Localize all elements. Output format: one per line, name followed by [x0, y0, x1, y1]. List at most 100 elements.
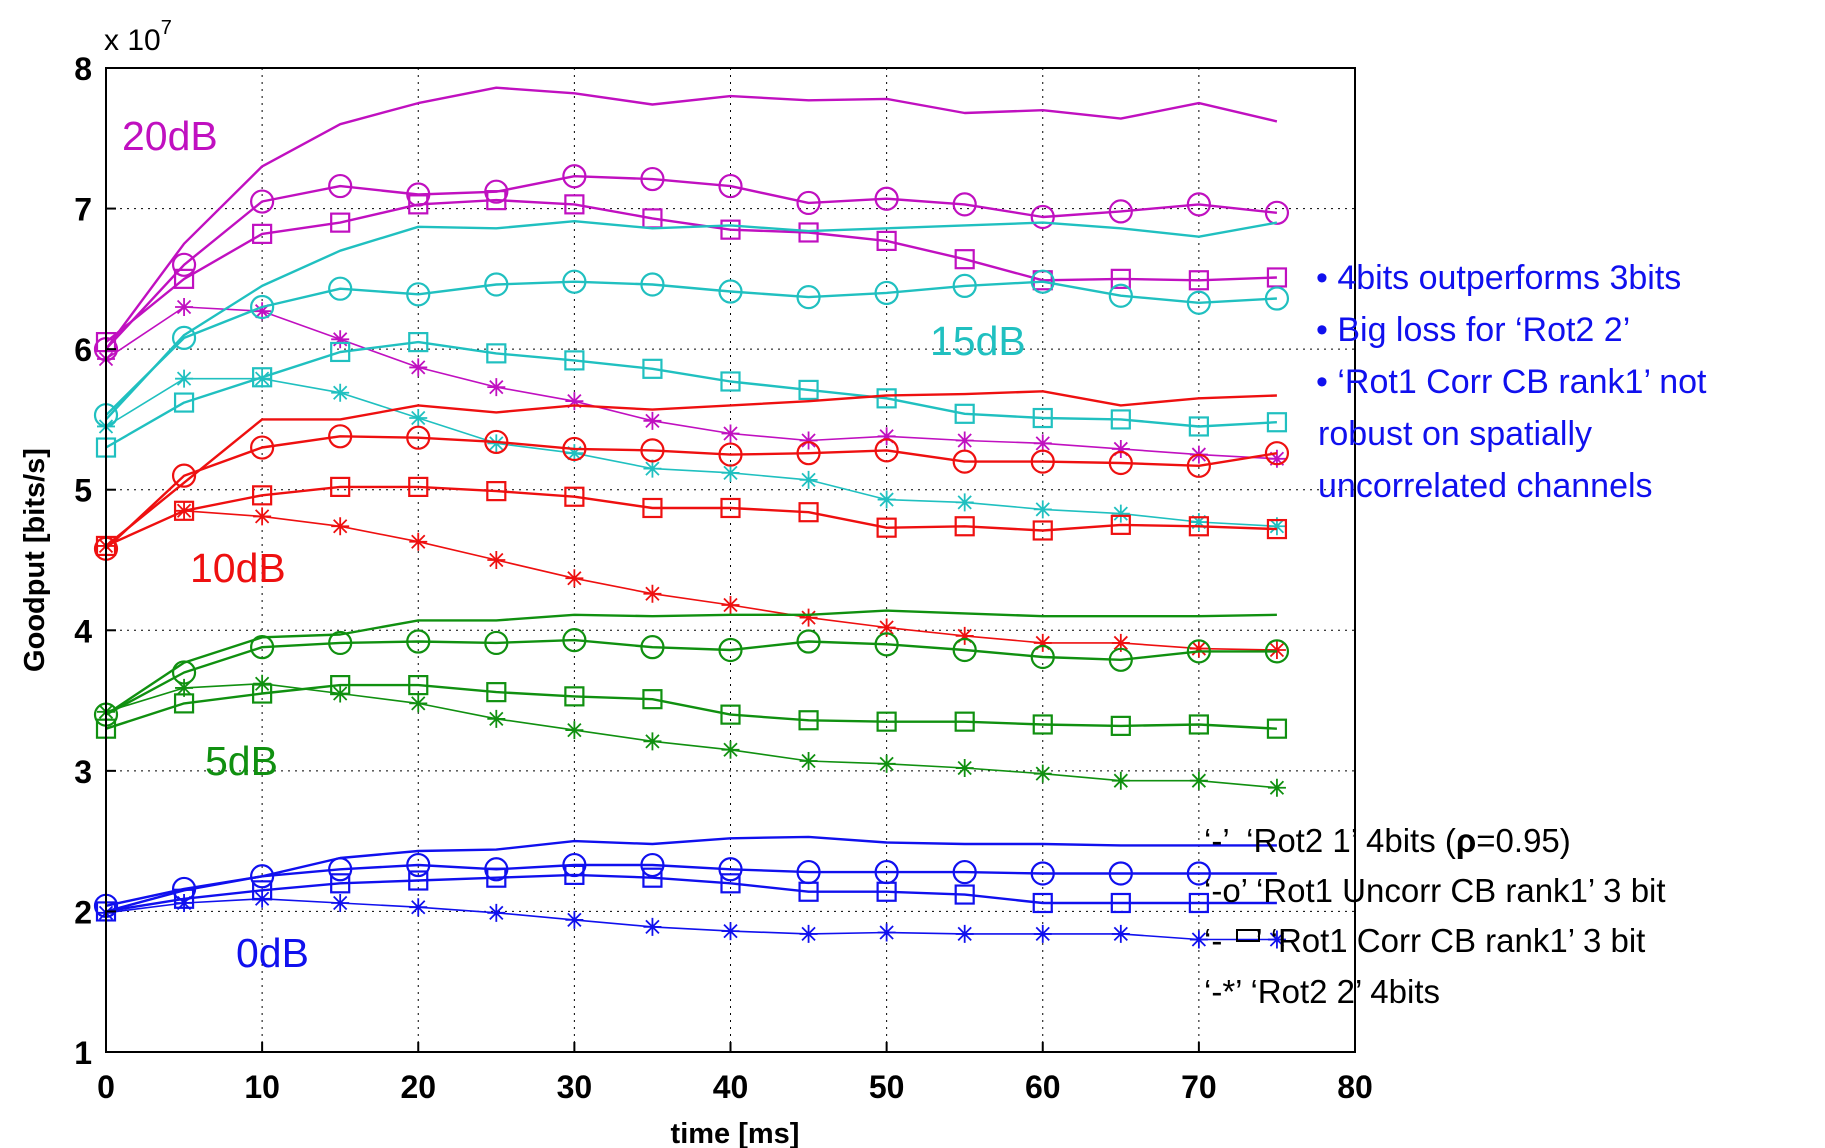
data-point — [565, 392, 584, 411]
data-point — [408, 675, 429, 696]
data-point — [331, 517, 350, 536]
series-15dB-star — [97, 369, 1286, 536]
data-point — [1111, 633, 1130, 652]
y-exponent-power: 7 — [161, 17, 172, 39]
data-point — [486, 343, 507, 364]
data-point — [331, 684, 350, 703]
data-point — [564, 350, 585, 371]
data-point — [954, 403, 975, 424]
data-point — [955, 759, 974, 778]
data-point — [487, 551, 506, 569]
series-line — [105, 509, 1277, 651]
data-point — [1267, 778, 1286, 797]
series-15dB-none — [105, 219, 1278, 421]
series-line — [105, 485, 1277, 547]
data-point — [1111, 771, 1130, 790]
data-point — [1030, 644, 1055, 670]
x-tick-label: 60 — [1025, 1069, 1061, 1105]
series-0dB-star — [97, 889, 1286, 949]
data-point — [1188, 892, 1209, 914]
data-point — [642, 497, 663, 519]
data-point — [564, 486, 585, 507]
x-tick-label: 70 — [1181, 1069, 1217, 1105]
series-line — [105, 435, 1278, 550]
data-point — [954, 516, 975, 537]
data-point — [799, 608, 818, 627]
data-point — [1030, 204, 1055, 230]
data-point — [253, 507, 272, 526]
data-point — [952, 449, 977, 474]
data-point — [877, 754, 896, 773]
data-point — [328, 424, 353, 449]
series-layer — [93, 86, 1290, 949]
data-point — [408, 194, 429, 215]
data-point — [1186, 861, 1211, 886]
data-point — [955, 493, 974, 512]
data-point — [1032, 892, 1053, 914]
data-point — [1110, 892, 1131, 914]
series-line — [105, 609, 1277, 716]
data-point — [1267, 930, 1286, 949]
data-point — [718, 637, 743, 663]
legend-square-glyph — [1236, 929, 1260, 942]
data-point — [486, 190, 507, 211]
data-point — [643, 459, 662, 478]
data-point — [640, 166, 665, 192]
data-point — [640, 635, 665, 660]
series-20dB-square — [95, 190, 1288, 353]
data-point — [718, 857, 743, 882]
data-point — [721, 595, 740, 614]
data-point — [799, 431, 818, 450]
data-point — [484, 179, 509, 204]
data-point — [250, 635, 275, 660]
data-point — [876, 517, 897, 538]
data-point — [718, 442, 743, 467]
snr-label-5dB: 5dB — [205, 738, 278, 784]
data-point — [175, 369, 194, 388]
series-line — [105, 873, 1277, 913]
data-point — [798, 379, 819, 401]
series-line — [105, 219, 1278, 421]
data-point — [952, 637, 977, 663]
data-point — [562, 628, 587, 653]
legend-code: ‘-’ — [1204, 822, 1230, 859]
legend-code: ‘-*’ — [1204, 973, 1241, 1010]
x-tick-label: 50 — [869, 1069, 905, 1105]
data-point — [640, 852, 665, 878]
data-point — [796, 285, 821, 310]
data-point — [955, 431, 974, 450]
data-point — [409, 694, 428, 713]
legend-entry-none: ‘-’ ‘Rot2 1’ 4bits (ρ=0.95) — [1204, 822, 1571, 859]
data-point — [409, 898, 428, 917]
y-tick-label: 7 — [74, 192, 92, 228]
data-point — [720, 497, 741, 519]
data-point — [564, 686, 585, 707]
data-point — [487, 709, 506, 728]
data-point — [486, 481, 507, 502]
data-point — [1186, 192, 1211, 217]
data-point — [643, 732, 662, 751]
data-point — [1188, 516, 1209, 537]
data-point — [331, 893, 350, 912]
data-point — [250, 294, 275, 320]
data-point — [1110, 409, 1131, 430]
data-point — [328, 857, 353, 882]
series-line — [105, 306, 1277, 460]
data-point — [1030, 449, 1055, 474]
data-point — [721, 922, 740, 941]
data-point — [253, 369, 272, 388]
data-point — [642, 867, 663, 888]
y-tick-label: 3 — [74, 754, 92, 790]
data-point — [330, 341, 351, 363]
data-point — [1188, 270, 1209, 291]
data-point — [1032, 714, 1053, 735]
data-point — [564, 194, 585, 215]
data-point — [171, 463, 197, 488]
data-point — [171, 325, 197, 350]
data-point — [562, 436, 587, 462]
text-layer: time [ms] Goodput [bits/s] x 107 20dB15d… — [19, 17, 1707, 1148]
data-point — [406, 852, 431, 878]
series-0dB-circle — [93, 852, 1277, 918]
data-point — [330, 212, 351, 233]
data-point — [877, 923, 896, 942]
